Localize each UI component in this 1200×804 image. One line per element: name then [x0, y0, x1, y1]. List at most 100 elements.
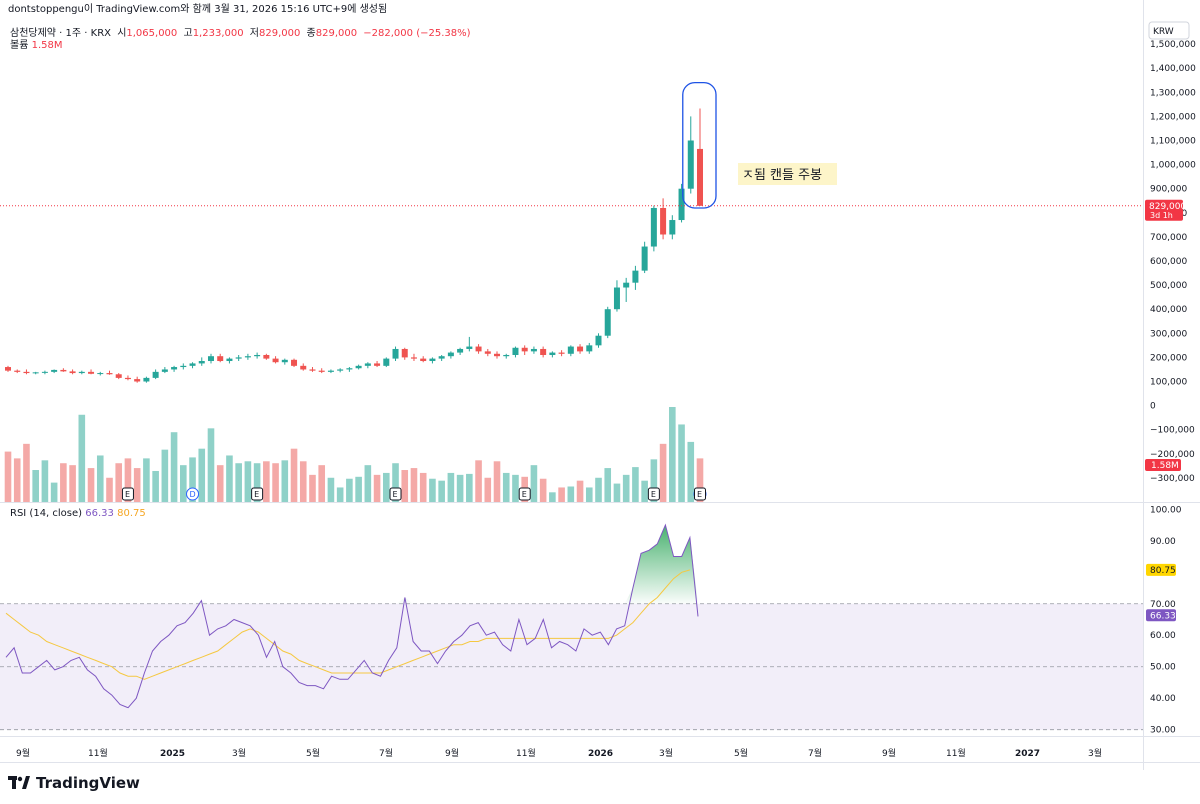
last-price-badge	[1145, 199, 1183, 221]
candle-body[interactable]	[337, 369, 344, 371]
candle-body[interactable]	[309, 369, 316, 371]
candle-body[interactable]	[32, 372, 39, 374]
candle-body[interactable]	[78, 371, 85, 374]
candle-body[interactable]	[512, 347, 519, 355]
candle-body[interactable]	[14, 370, 21, 372]
tradingview-footer[interactable]: TradingView	[8, 774, 140, 792]
candle-body[interactable]	[217, 356, 224, 362]
candle-body[interactable]	[669, 220, 676, 235]
candle-body[interactable]	[438, 356, 445, 359]
candle-body[interactable]	[346, 368, 353, 370]
candle-body[interactable]	[254, 354, 261, 357]
candle-body[interactable]	[521, 347, 528, 352]
price-axis-tick-label: −300,000	[1150, 474, 1195, 484]
candle-body[interactable]	[5, 367, 11, 371]
chart-canvas[interactable]: KRW −300,000 −200,000 −100,000 0 100,000 200,0…	[0, 0, 1200, 770]
candle-body[interactable]	[143, 377, 150, 382]
candle-body[interactable]	[198, 361, 205, 364]
candle-body[interactable]	[613, 287, 620, 310]
annotation-box[interactable]	[738, 163, 837, 185]
volume-badge	[1145, 459, 1181, 471]
candle-body[interactable]	[41, 371, 48, 373]
time-axis-label: 3월	[659, 747, 673, 759]
candle-body[interactable]	[355, 365, 362, 369]
earnings-marker[interactable]	[251, 487, 264, 501]
candle-body[interactable]	[152, 371, 159, 378]
candle-body[interactable]	[327, 370, 334, 372]
candle-body[interactable]	[420, 358, 427, 362]
highlight-ellipse[interactable]	[682, 82, 717, 209]
candle-body[interactable]	[364, 363, 371, 366]
earnings-marker[interactable]	[389, 487, 402, 501]
candle-body[interactable]	[632, 270, 639, 283]
candle-body[interactable]	[586, 345, 593, 352]
candle-body[interactable]	[291, 359, 298, 366]
symbol-name[interactable]: 삼천당제약 · 1주 · KRX	[10, 28, 111, 39]
candle-body[interactable]	[115, 374, 122, 378]
candle-body[interactable]	[374, 363, 381, 366]
candle-body[interactable]	[475, 346, 482, 352]
candle-body[interactable]	[161, 369, 168, 372]
candle-body[interactable]	[447, 352, 454, 357]
candle-body[interactable]	[88, 371, 95, 374]
candle-body[interactable]	[272, 358, 279, 363]
candle-body[interactable]	[263, 354, 270, 359]
candle-body[interactable]	[567, 346, 574, 354]
candle-body[interactable]	[678, 188, 685, 221]
candle-body[interactable]	[207, 356, 214, 362]
dividend-marker-label: D	[190, 490, 196, 499]
candle-body[interactable]	[687, 140, 694, 189]
volume-bar	[475, 460, 482, 502]
volume-bar	[502, 472, 510, 502]
currency-box[interactable]	[1148, 21, 1190, 40]
dividend-marker[interactable]	[186, 487, 200, 501]
earnings-marker[interactable]	[518, 487, 531, 501]
candle-body[interactable]	[392, 348, 399, 359]
candle-body[interactable]	[503, 354, 510, 357]
candle-body[interactable]	[51, 369, 58, 372]
candle-body[interactable]	[180, 365, 187, 368]
candle-body[interactable]	[457, 348, 464, 353]
candle-body[interactable]	[171, 367, 178, 370]
candle-body[interactable]	[577, 346, 584, 352]
candle-body[interactable]	[97, 373, 104, 375]
candle-body[interactable]	[530, 348, 537, 352]
earnings-marker[interactable]	[647, 487, 660, 501]
candle-body[interactable]	[558, 352, 565, 354]
candle-body[interactable]	[540, 348, 547, 355]
candle-body[interactable]	[383, 358, 390, 366]
rsi-label[interactable]: RSI (14, close)	[10, 508, 83, 519]
candle-body[interactable]	[641, 246, 648, 271]
candle-body[interactable]	[281, 359, 288, 363]
candle-body[interactable]	[235, 357, 242, 359]
candle-body[interactable]	[595, 335, 602, 346]
time-axis-label: 11월	[946, 747, 966, 759]
candle-body[interactable]	[623, 282, 630, 288]
candle-body[interactable]	[134, 379, 141, 382]
candle-body[interactable]	[549, 352, 556, 355]
earnings-marker[interactable]	[694, 487, 706, 501]
candle-body[interactable]	[300, 365, 307, 370]
candle-body[interactable]	[244, 356, 251, 358]
candle-body[interactable]	[60, 369, 67, 372]
candle-body[interactable]	[189, 363, 196, 366]
price-axis-tick-label: 1,100,000	[1150, 137, 1196, 147]
candle-body[interactable]	[124, 377, 131, 380]
candle-body[interactable]	[69, 371, 76, 374]
candle-body[interactable]	[466, 346, 473, 349]
earnings-marker[interactable]	[121, 487, 134, 501]
candle-body[interactable]	[484, 351, 491, 354]
candle-body[interactable]	[410, 357, 417, 359]
candle-body[interactable]	[429, 358, 436, 362]
candle-body[interactable]	[660, 207, 667, 235]
candle-body[interactable]	[494, 353, 501, 357]
price-axis-tick-label: 1,400,000	[1150, 64, 1196, 74]
candle-body[interactable]	[650, 207, 657, 247]
candle-body[interactable]	[318, 370, 325, 372]
candle-body[interactable]	[401, 348, 408, 358]
candle-body[interactable]	[23, 371, 30, 374]
candle-body[interactable]	[697, 148, 703, 206]
candle-body[interactable]	[604, 309, 611, 336]
candle-body[interactable]	[226, 358, 233, 362]
candle-body[interactable]	[106, 373, 113, 375]
